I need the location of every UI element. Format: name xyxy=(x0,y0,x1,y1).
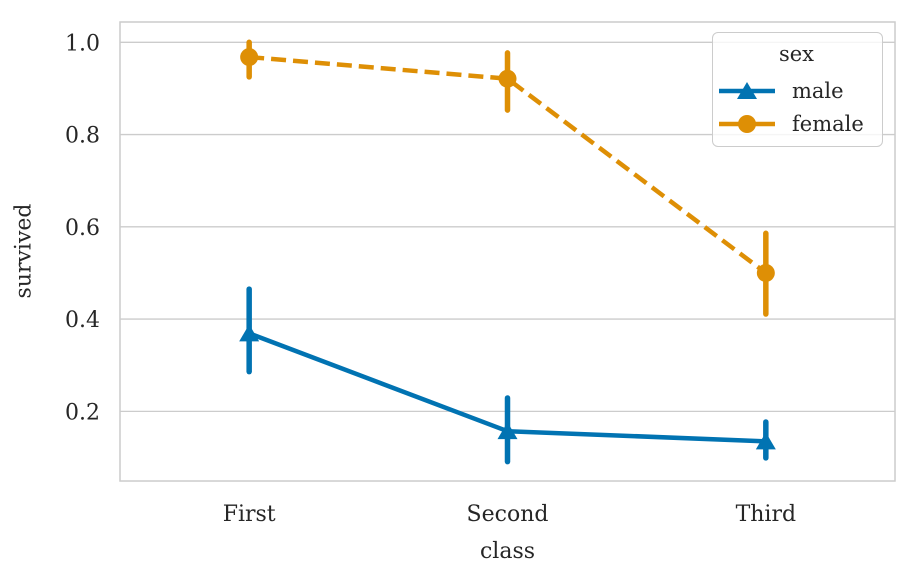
y-tick-label: 0.2 xyxy=(65,400,100,425)
female-marker-circle xyxy=(240,48,259,67)
female-legend-marker-circle xyxy=(738,114,756,133)
legend-item-female: female xyxy=(719,107,874,140)
female-circle-marker-icon xyxy=(719,114,775,133)
y-tick-label: 1.0 xyxy=(65,31,100,56)
x-tick-label: First xyxy=(223,502,276,527)
x-tick-label: Second xyxy=(467,502,549,527)
plot-border xyxy=(119,21,896,482)
legend-label-male: male xyxy=(792,78,844,103)
male-triangle-marker-icon xyxy=(719,81,775,99)
male-marker-triangle xyxy=(755,432,776,450)
legend-title: sex xyxy=(778,42,815,66)
female-marker-circle xyxy=(498,69,517,88)
y-axis-label: survived xyxy=(11,203,37,299)
male-marker-triangle xyxy=(497,422,518,440)
legend-label-female: female xyxy=(792,111,864,136)
male-legend-marker-triangle xyxy=(737,81,757,99)
legend: sex male female xyxy=(712,32,883,147)
x-axis-label: class xyxy=(479,539,536,564)
legend-item-male: male xyxy=(719,74,874,107)
y-tick-label: 0.6 xyxy=(65,216,100,241)
x-tick-label: Third xyxy=(736,502,796,527)
y-tick-label: 0.8 xyxy=(65,124,100,149)
female-marker-circle xyxy=(756,263,775,282)
female-series-line xyxy=(248,54,768,275)
y-tick-label: 0.4 xyxy=(65,308,100,333)
male-marker-triangle xyxy=(239,324,260,342)
